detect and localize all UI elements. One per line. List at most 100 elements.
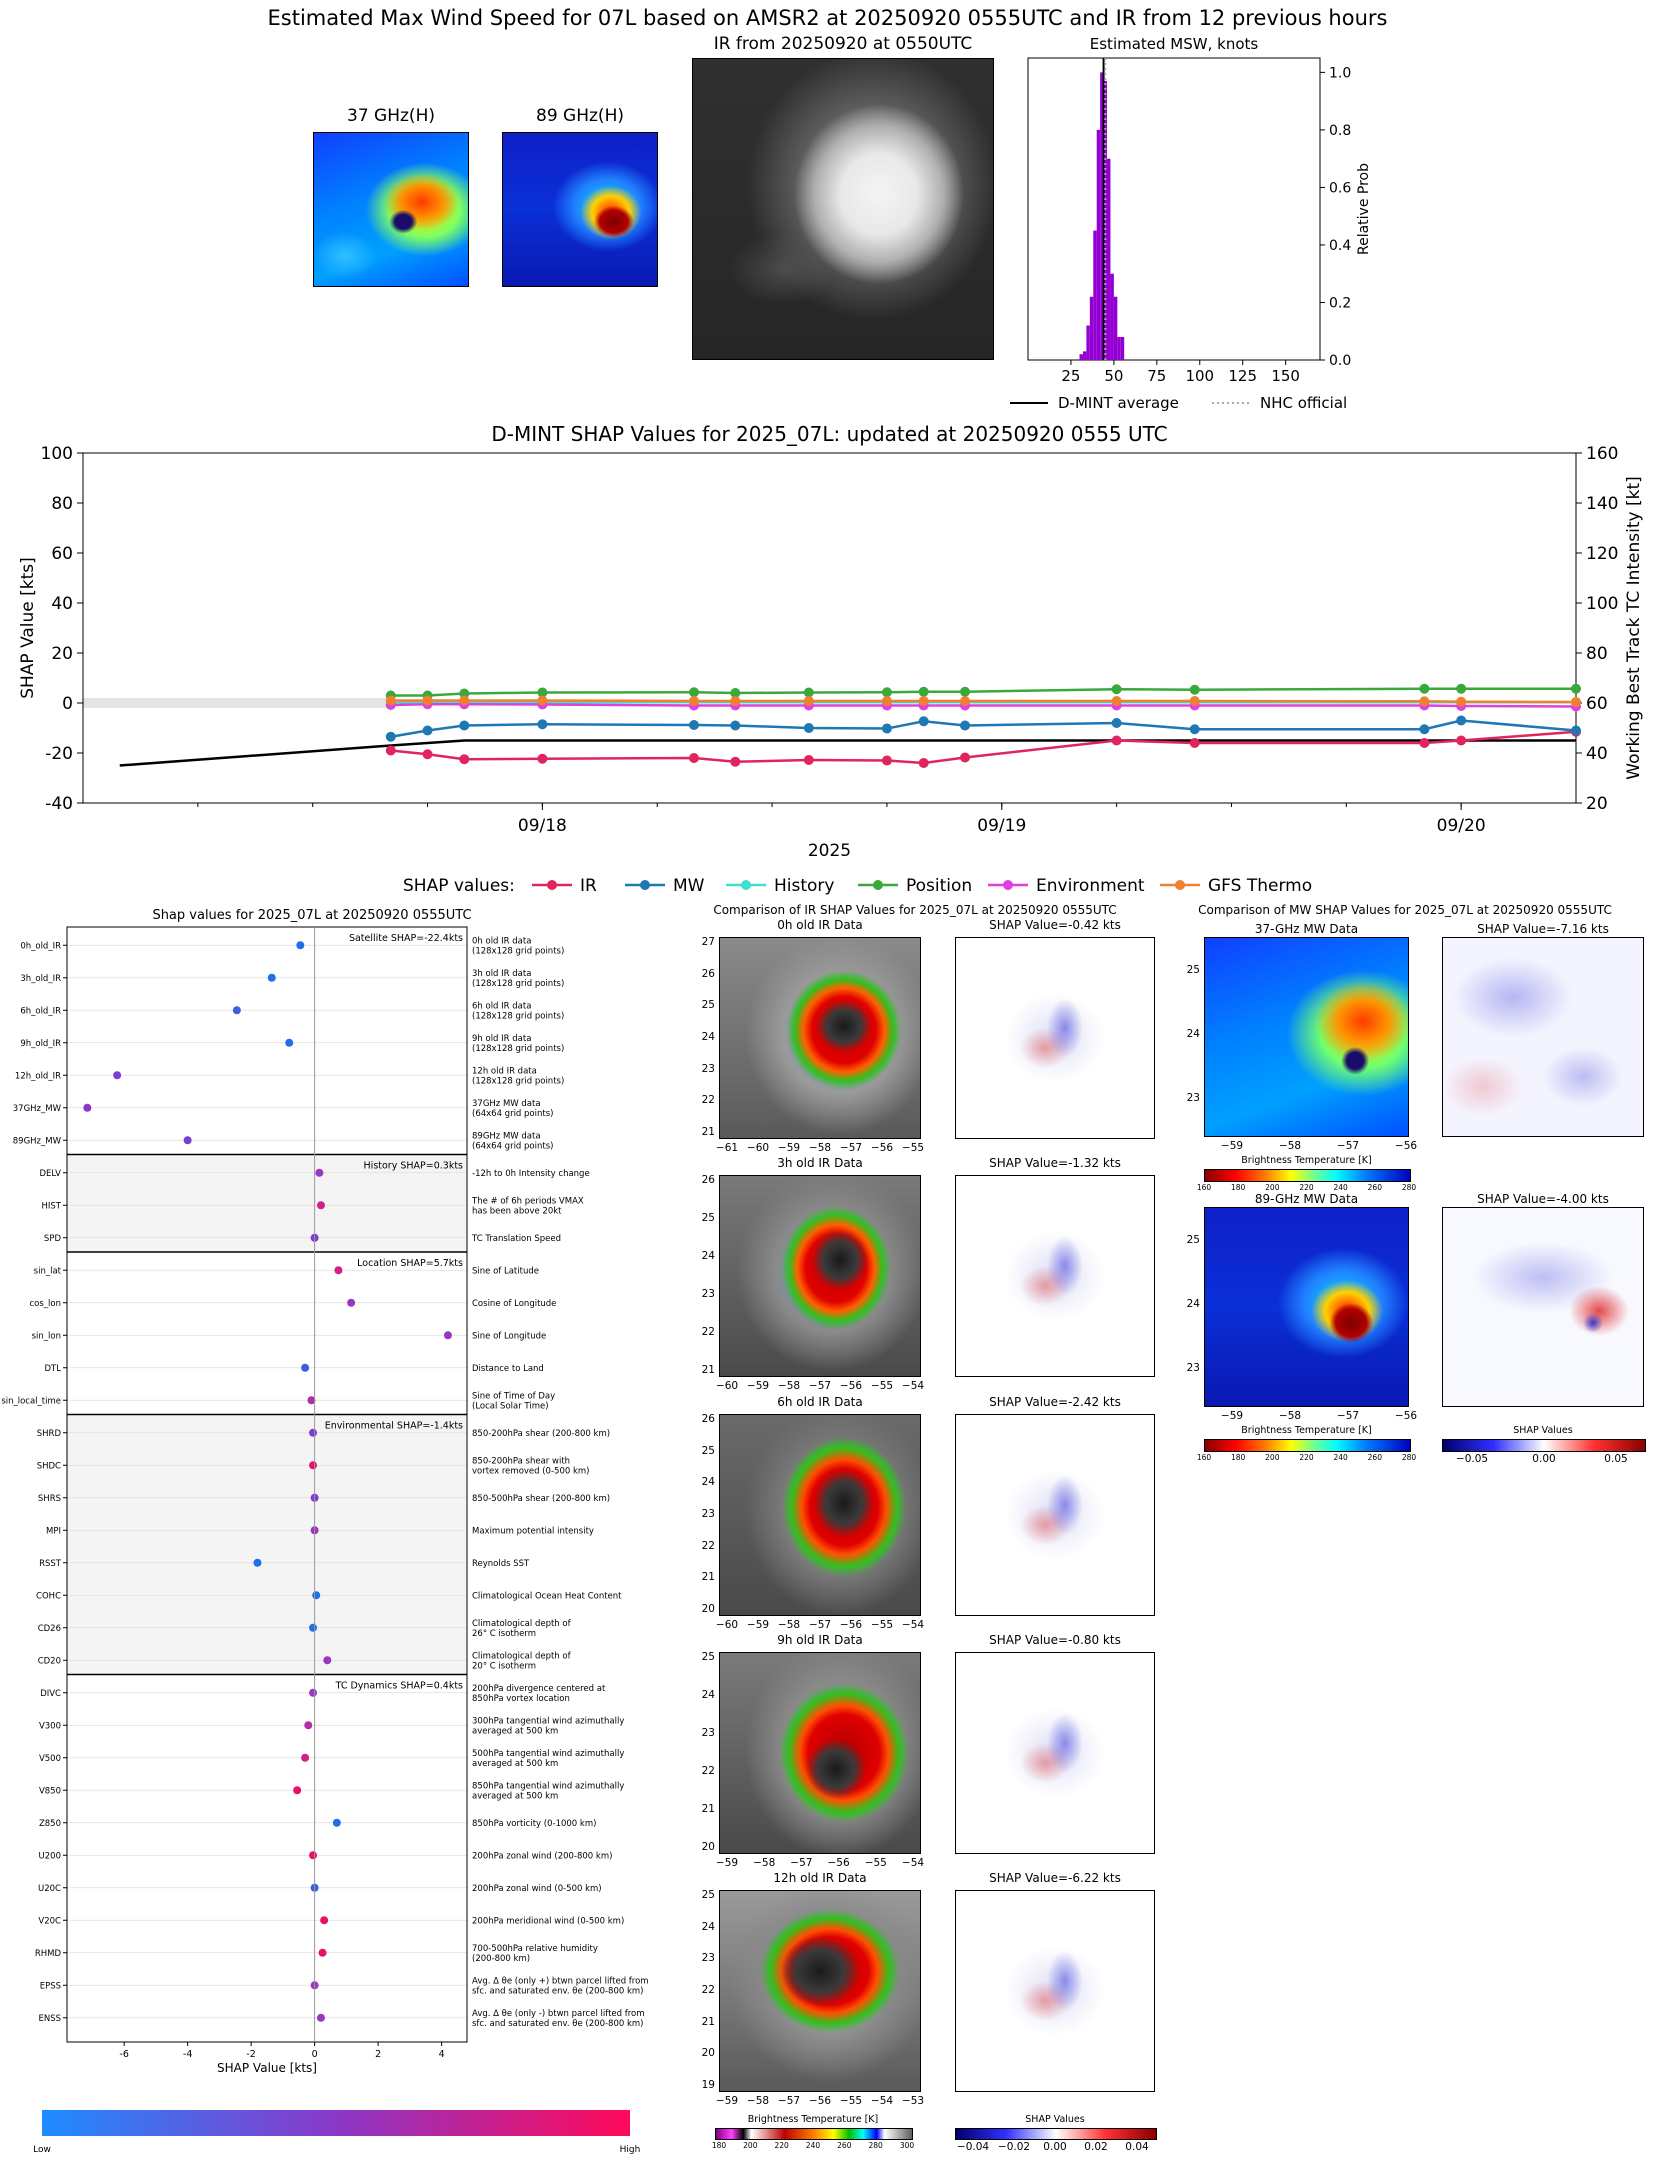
series-point <box>803 723 814 733</box>
mw-colorbar-tick: 180 <box>1230 1183 1246 1192</box>
ir-image-panel <box>719 1175 921 1377</box>
series-point <box>803 755 814 765</box>
ir-shap-colorbar <box>955 2128 1157 2140</box>
histogram-title: Estimated MSW, knots <box>1090 35 1259 53</box>
feature-desc: 89GHz MW data <box>472 1131 541 1141</box>
feature-desc: averaged at 500 km <box>472 1726 558 1736</box>
ir-row-label: 6h old IR Data <box>777 1395 863 1409</box>
feature-desc: 850-200hPa shear with <box>472 1456 570 1466</box>
ir-xtick-label: −59 <box>715 2095 739 2107</box>
group-shade <box>67 1414 467 1675</box>
feature-desc: -12h to 0h Intensity change <box>472 1169 590 1179</box>
feature-point <box>267 973 276 982</box>
ir-ytick-label: 25 <box>701 1651 715 1663</box>
ir-xtick-label: −59 <box>746 1380 770 1392</box>
series-point <box>385 731 396 742</box>
mw-shap-colorbar-tick: 0.00 <box>1532 1453 1556 1465</box>
mw-shap-colorbar-label: SHAP Values <box>1513 1425 1573 1436</box>
feature-name: V850 <box>39 1786 61 1796</box>
mw-colorbar-label: Brightness Temperature [K] <box>1241 1425 1372 1436</box>
ir-xtick-label: −60 <box>746 1142 770 1154</box>
feature-name: 37GHz_MW <box>13 1104 62 1114</box>
histogram-bar <box>1096 129 1101 360</box>
mw-image-panel <box>1204 937 1409 1137</box>
ir-xtick-label: −58 <box>808 1142 832 1154</box>
feature-desc: (Local Solar Time) <box>472 1401 549 1411</box>
group-shade <box>67 1154 467 1252</box>
ir-xtick-label: −57 <box>790 1857 813 1869</box>
group-label: Environmental SHAP=-1.4kts <box>325 1421 463 1432</box>
ir-xtick-label: −57 <box>777 2095 801 2107</box>
series-point <box>422 749 433 760</box>
feature-point <box>316 1201 325 1210</box>
feature-desc: Avg. Δ θe (only +) btwn parcel lifted fr… <box>472 1976 649 1986</box>
feature-colorbar <box>42 2110 630 2136</box>
series-point <box>918 686 929 697</box>
main-title: Estimated Max Wind Speed for 07L based o… <box>267 6 1388 30</box>
feature-desc: (64x64 grid points) <box>472 1109 553 1119</box>
series-point <box>385 695 396 706</box>
feature-desc: 0h old IR data <box>472 936 531 946</box>
feature-name: 6h_old_IR <box>20 1006 61 1016</box>
feature-name: DIVC <box>40 1689 61 1699</box>
ir-ytick-label: 21 <box>701 1803 715 1815</box>
feature-name: 3h_old_IR <box>20 974 61 984</box>
feature-desc: (64x64 grid points) <box>472 1141 553 1151</box>
ir-image-panel <box>719 1652 921 1854</box>
series-point <box>688 720 699 730</box>
legend-label: History <box>774 876 834 895</box>
histogram-bar <box>1110 273 1114 360</box>
group-label: TC Dynamics SHAP=0.4kts <box>335 1681 463 1692</box>
mw-shap-title: SHAP Value=-4.00 kts <box>1477 1192 1609 1206</box>
feature-name: RSST <box>39 1559 62 1569</box>
legend-label: Environment <box>1036 876 1145 895</box>
ir-ytick-label: 23 <box>701 1727 715 1739</box>
mw-shap-title: SHAP Value=-7.16 kts <box>1477 922 1609 936</box>
shap-xlabel: SHAP Value [kts] <box>217 2061 317 2075</box>
legend-marker <box>873 880 883 890</box>
feature-desc: 300hPa tangential wind azimuthally <box>472 1716 624 1726</box>
feature-desc: Climatological depth of <box>472 1651 572 1661</box>
feature-point <box>316 2013 325 2022</box>
shap-xtick-label: -2 <box>246 2049 255 2060</box>
ytick-left-label: 40 <box>51 594 73 614</box>
ir-ytick-label: 21 <box>701 1126 715 1138</box>
ir-xtick-label: −56 <box>870 1142 894 1154</box>
legend-marker <box>1003 880 1013 890</box>
legend-marker <box>741 880 751 890</box>
mw37-image <box>313 132 469 287</box>
legend-label: GFS Thermo <box>1208 876 1312 895</box>
ir-shap-colorbar-tick: −0.04 <box>956 2141 990 2153</box>
ir-xtick-label: −56 <box>839 1380 863 1392</box>
ir-xtick-label: −54 <box>901 1857 925 1869</box>
feature-name: RHMD <box>35 1949 62 1959</box>
ir-ytick-label: 20 <box>701 1841 715 1853</box>
ir-ytick-label: 22 <box>701 1326 715 1338</box>
feature-point <box>332 1818 341 1827</box>
feature-desc: 3h old IR data <box>472 969 531 979</box>
ytick-left-label: 0 <box>62 694 73 714</box>
mw-ytick-label: 24 <box>1186 1028 1200 1040</box>
mw-row-label: 89-GHz MW Data <box>1254 1192 1359 1206</box>
timeseries-ylabel-left: SHAP Value [kts] <box>18 557 38 699</box>
feature-desc: 12h old IR data <box>472 1066 537 1076</box>
mw37-title: 37 GHz(H) <box>347 106 435 126</box>
mw-row-label: 37-GHz MW Data <box>1254 922 1359 936</box>
ir-shap-colorbar-tick: 0.02 <box>1084 2141 1108 2153</box>
group-label: Location SHAP=5.7kts <box>357 1258 463 1269</box>
series-point <box>537 687 548 698</box>
feature-point <box>443 1331 452 1340</box>
series-point <box>1189 738 1200 748</box>
shap-xtick-label: -4 <box>183 2049 192 2060</box>
ytick-left-label: 100 <box>41 444 73 464</box>
ir-colorbar-tick: 260 <box>837 2141 852 2150</box>
feature-desc: Climatological depth of <box>472 1619 572 1629</box>
histogram-ytick-label: 0.8 <box>1329 123 1351 139</box>
mw-image-panel <box>1204 1207 1409 1407</box>
histogram-ytick-label: 0.2 <box>1329 295 1351 311</box>
feature-desc: Sine of Longitude <box>472 1331 546 1341</box>
ir-image-panel <box>719 1414 921 1616</box>
feature-name: sin_lon <box>32 1331 61 1341</box>
legend-label: IR <box>580 876 597 895</box>
feature-desc: 20° C isotherm <box>472 1661 536 1671</box>
